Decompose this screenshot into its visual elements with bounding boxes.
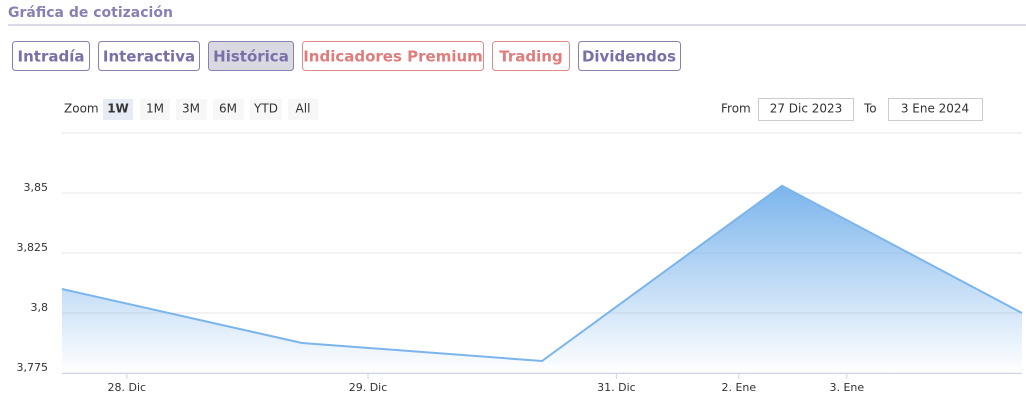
tab-label[interactable]: Intradía: [18, 48, 85, 66]
zoom-button[interactable]: [288, 99, 318, 120]
tab[interactable]: [578, 41, 681, 71]
y-tick-label: 3,85: [24, 181, 49, 194]
zoom-button-label[interactable]: 1M: [146, 102, 164, 116]
title: Gráfica de cotización: [8, 5, 173, 21]
y-tick-label: 3,8: [31, 301, 49, 314]
to-input[interactable]: [888, 98, 983, 121]
chart: 3,775 3,8 3,825 3,85 28. Dic 29. Dic 31. Dic 2.…: [17, 132, 1023, 394]
from-value[interactable]: 27 Dic 2023: [770, 102, 843, 116]
zoom-button-label[interactable]: All: [296, 102, 311, 116]
y-tick-label: 3,775: [17, 361, 49, 374]
line: [61, 184, 1023, 363]
y-tick-label: 3,825: [17, 241, 49, 254]
from-label: From: [721, 102, 751, 116]
tab[interactable]: [492, 41, 570, 71]
x-tick-label: 2. Ene: [721, 381, 756, 394]
tab[interactable]: [12, 41, 90, 71]
tab[interactable]: [302, 41, 484, 71]
from-input[interactable]: [758, 98, 854, 121]
tab-label[interactable]: Interactiva: [103, 48, 195, 66]
x-tick-label: 28. Dic: [108, 381, 147, 394]
zoom-button-label[interactable]: 1W: [107, 102, 129, 116]
zoom-button[interactable]: [250, 99, 282, 120]
tab-label[interactable]: Histórica: [213, 48, 289, 66]
zoom-button-active[interactable]: [103, 99, 133, 120]
area: [62, 185, 1022, 373]
tab-active[interactable]: [208, 41, 294, 71]
zoom-button-label[interactable]: YTD: [253, 102, 278, 116]
zoom-button[interactable]: [140, 99, 170, 120]
zoom-button[interactable]: [176, 99, 207, 120]
to-label: To: [863, 102, 877, 116]
tab-label[interactable]: Dividendos: [582, 48, 676, 66]
zoom-button-label[interactable]: 6M: [219, 102, 237, 116]
x-tick-label: 3. Ene: [829, 381, 864, 394]
x-tick-label: 31. Dic: [597, 381, 636, 394]
zoom-button[interactable]: [213, 99, 244, 120]
to-value[interactable]: 3 Ene 2024: [901, 102, 969, 116]
tab-label[interactable]: Trading: [499, 48, 562, 66]
tab[interactable]: [98, 41, 200, 71]
tab-label[interactable]: Indicadores Premium: [303, 48, 483, 66]
zoom-label: Zoom: [64, 102, 99, 116]
x-tick-label: 29. Dic: [349, 381, 388, 394]
zoom-button-label[interactable]: 3M: [182, 102, 200, 116]
